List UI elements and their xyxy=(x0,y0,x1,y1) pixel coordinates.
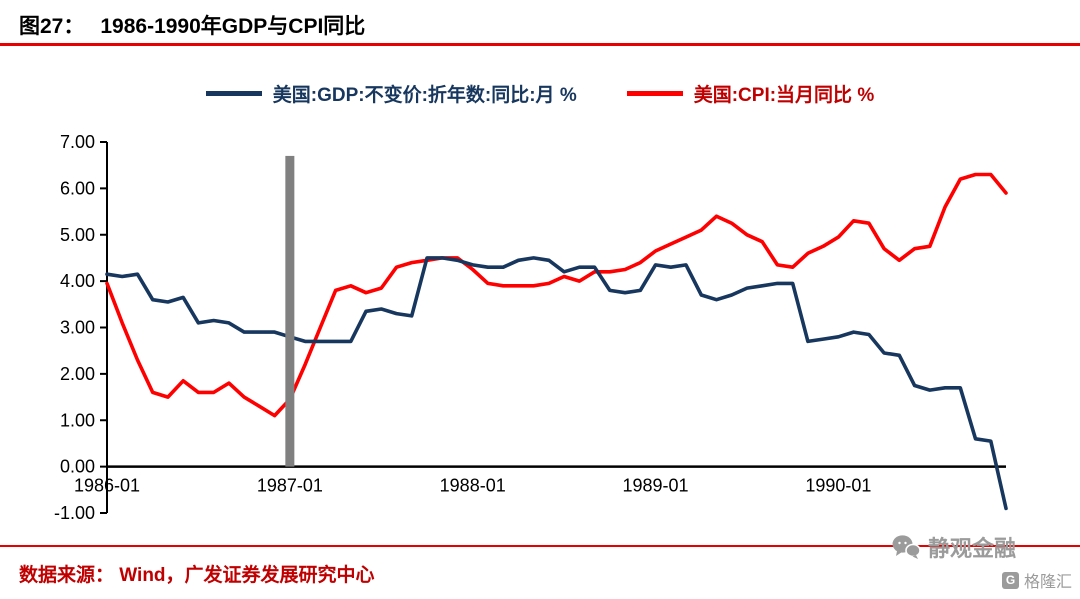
line-chart-canvas: 7.00 6.00 5.00 4.00 3.00 2.00 1.00 0.00 -1.00 198… xyxy=(54,132,1008,523)
gdp-line xyxy=(105,256,1008,511)
x-tick-label: 1987-01 xyxy=(257,476,323,496)
legend-label-gdp: 美国:GDP:不变价:折年数:同比:月 % xyxy=(272,85,577,106)
wechat-icon xyxy=(892,535,921,559)
x-tick-label: 1988-01 xyxy=(440,476,506,496)
legend-item-cpi: 美国:CPI:当月同比 % xyxy=(626,80,875,107)
watermark-account-name: 静观金融 xyxy=(927,536,1016,561)
y-tick-label: 6.00 xyxy=(60,178,95,198)
top-divider xyxy=(0,43,1080,46)
chart-legend: 美国:GDP:不变价:折年数:同比:月 % 美国:CPI:当月同比 % xyxy=(0,80,1080,107)
chart-title-text: 1986-1990年GDP与CPI同比 xyxy=(100,15,366,38)
legend-label-cpi: 美国:CPI:当月同比 % xyxy=(693,85,875,106)
y-tick-label: 2.00 xyxy=(60,364,95,384)
legend-item-gdp: 美国:GDP:不变价:折年数:同比:月 % xyxy=(205,80,577,107)
x-tick-label: 1986-01 xyxy=(74,476,140,496)
cpi-line-swatch xyxy=(626,91,683,96)
y-tick-label: 3.00 xyxy=(60,318,95,338)
data-source: 数据来源： Wind，广发证券发展研究中心 xyxy=(19,565,375,586)
gdp-line-swatch xyxy=(205,91,262,96)
watermark-account: 静观金融 xyxy=(891,531,1016,563)
y-tick-label: 7.00 xyxy=(60,132,95,152)
watermark-platform-name: 格隆汇 xyxy=(1023,574,1072,591)
figure-number: 图27： xyxy=(19,15,85,38)
y-tick-label: 4.00 xyxy=(60,271,95,291)
bottom-divider xyxy=(0,545,1080,547)
y-tick-label: 5.00 xyxy=(60,225,95,245)
y-tick-label: 1.00 xyxy=(60,410,95,430)
x-tick-label: 1989-01 xyxy=(623,476,689,496)
x-tick-label: 1990-01 xyxy=(805,476,871,496)
y-tick-label: 0.00 xyxy=(60,457,95,477)
y-tick-label: -1.00 xyxy=(54,503,95,523)
watermark-platform: G 格隆汇 xyxy=(1001,568,1072,592)
cpi-line xyxy=(105,172,1008,418)
event-highlight-bar xyxy=(285,155,295,467)
gelonghui-logo-icon: G xyxy=(1001,571,1019,589)
chart-title: 图27： 1986-1990年GDP与CPI同比 xyxy=(19,10,365,40)
